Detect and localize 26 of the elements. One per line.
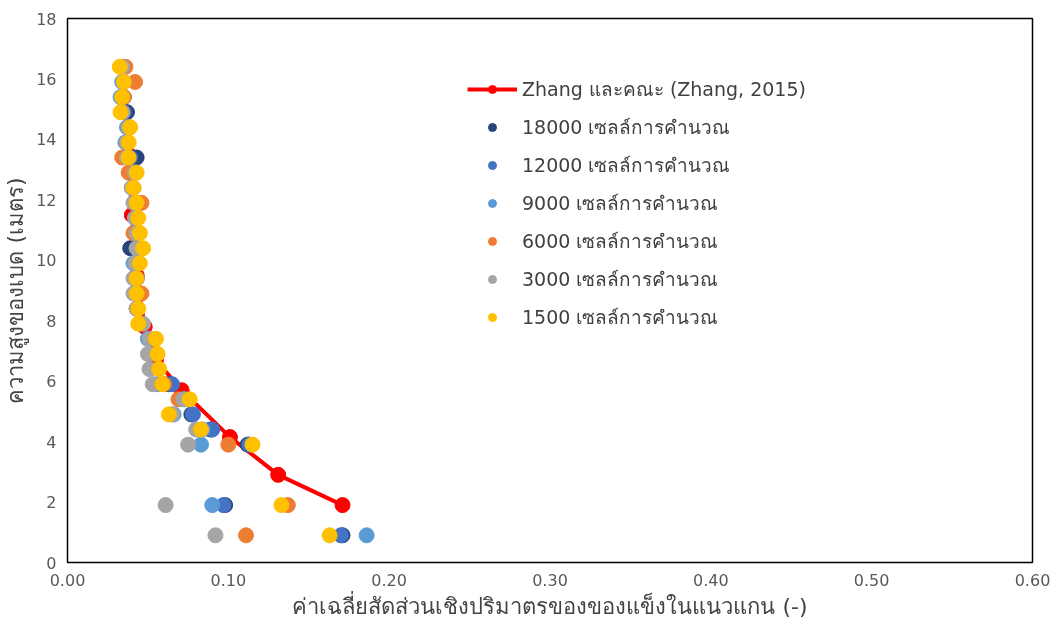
- y-tick-label: 14: [36, 130, 57, 150]
- y-tick-label: 6: [46, 372, 57, 392]
- legend-label: 12000 เซลล์การคำนวณ: [522, 153, 731, 178]
- y-tick-label: 4: [46, 432, 57, 452]
- y-tick-label: 2: [46, 493, 57, 513]
- legend-label: 3000 เซลล์การคำนวณ: [522, 267, 719, 292]
- y-tick-label: 10: [36, 251, 57, 271]
- legend-label: 6000 เซลล์การคำนวณ: [522, 229, 719, 254]
- x-tick-label: 0.50: [853, 570, 890, 590]
- x-tick-label: 0.20: [371, 570, 407, 590]
- y-tick-label: 12: [36, 190, 57, 210]
- y-axis-title: ความสูงของเบด (เมตร): [3, 177, 30, 404]
- y-tick-label: 16: [36, 69, 57, 89]
- legend-label: 9000 เซลล์การคำนวณ: [522, 191, 719, 216]
- x-axis-title: ค่าเฉลี่ยสัดส่วนเชิงปริมาตรของของแข็งในแนวแกน (-): [292, 590, 808, 619]
- x-tick-label: 0.10: [210, 570, 247, 590]
- x-tick-label: 0.00: [49, 570, 86, 590]
- y-tick-label: 18: [36, 9, 57, 29]
- x-tick-label: 0.30: [532, 570, 568, 590]
- y-tick-label: 0: [46, 553, 57, 573]
- x-tick-label: 0.60: [1014, 570, 1051, 590]
- x-tick-label: 0.40: [693, 570, 729, 590]
- y-tick-label: 8: [46, 311, 57, 331]
- legend-label: 18000 เซลล์การคำนวณ: [522, 115, 731, 140]
- legend-label: 1500 เซลล์การคำนวณ: [522, 305, 719, 330]
- legend-label: Zhang และคณะ (Zhang, 2015): [522, 77, 806, 102]
